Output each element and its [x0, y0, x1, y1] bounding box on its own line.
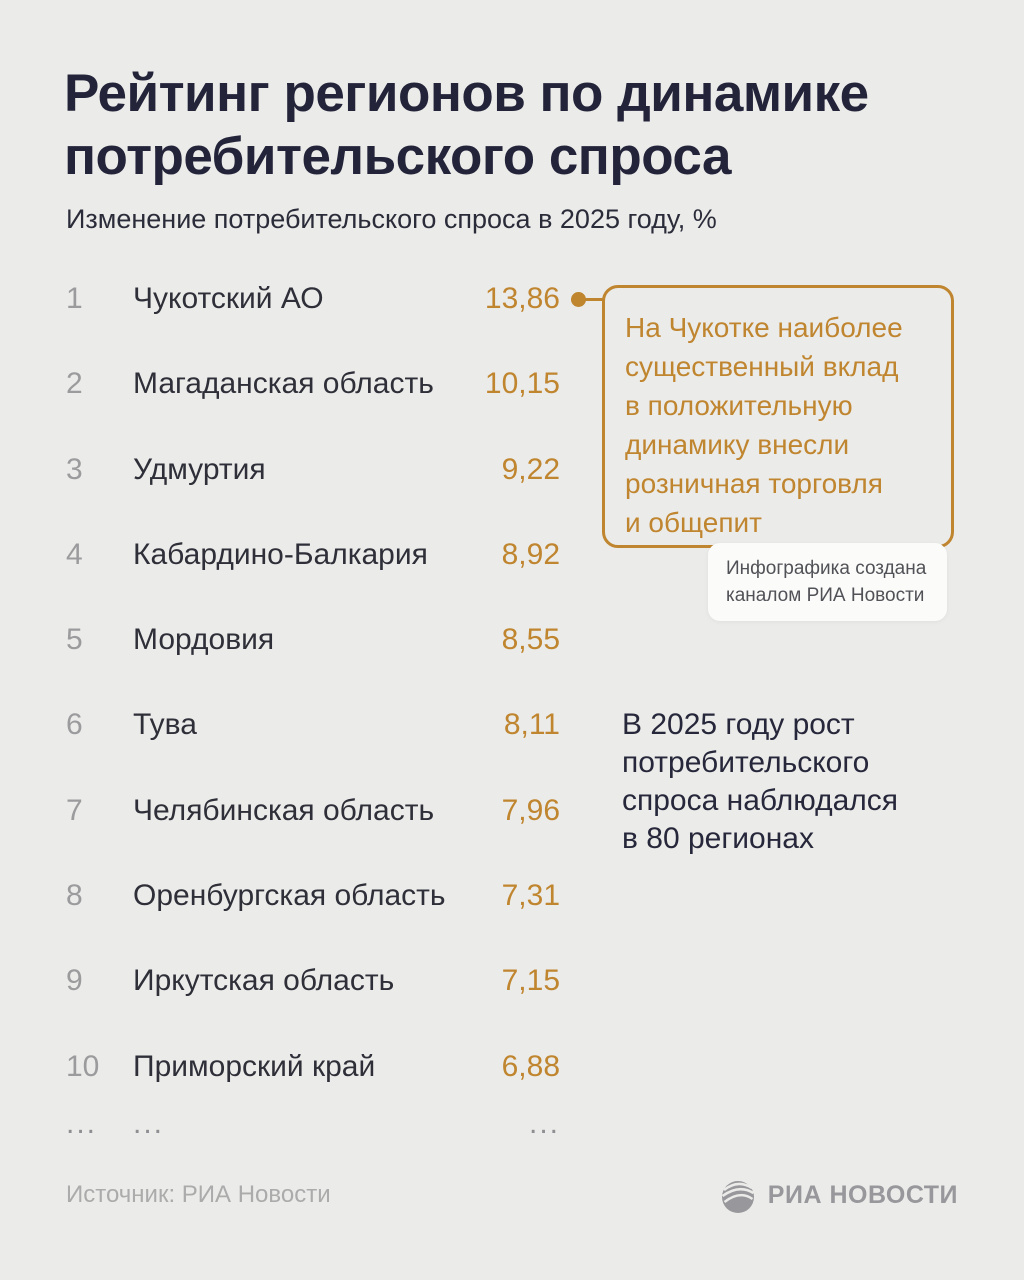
- table-row: 4 Кабардино-Балкария 8,92: [66, 537, 560, 624]
- side-note: В 2025 году рост потребительского спроса…: [622, 706, 962, 858]
- table-row: 7 Челябинская область 7,96: [66, 793, 560, 880]
- globe-icon: [721, 1181, 754, 1213]
- rank-cell: 1: [66, 282, 83, 315]
- ranking-table: 1 Чукотский АО 13,86 2 Магаданская область 10…: [66, 283, 560, 1140]
- page-title: Рейтинг регионов по динамике потребитель…: [64, 64, 869, 186]
- table-row: 9 Иркутская область 7,15: [66, 965, 560, 1050]
- value-cell: ...: [528, 1106, 560, 1140]
- table-row: 3 Удмуртия 9,22: [66, 452, 560, 539]
- table-row: 2 Магаданская область 10,15: [66, 368, 560, 453]
- value-cell: 13,86: [484, 282, 560, 315]
- value-cell: 8,11: [503, 708, 560, 742]
- logo-text: РИА НОВОСТИ: [767, 1180, 958, 1209]
- value-cell: 7,15: [501, 964, 560, 998]
- table-row: 6 Тува 8,11: [66, 709, 560, 794]
- rank-cell: 4: [66, 537, 83, 571]
- rank-cell: ...: [66, 1106, 98, 1140]
- table-row: 10 Приморский край 6,88: [66, 1049, 560, 1136]
- region-cell: Магаданская область: [133, 367, 434, 401]
- region-cell: ...: [133, 1106, 165, 1140]
- region-cell: Иркутская область: [133, 964, 395, 998]
- rank-cell: 6: [66, 708, 83, 742]
- source-label: Источник: РИА Новости: [66, 1181, 331, 1208]
- value-cell: 7,96: [501, 793, 560, 827]
- table-row-ellipsis: .........: [66, 1106, 560, 1140]
- region-cell: Приморский край: [133, 1049, 376, 1083]
- rank-cell: 7: [66, 793, 83, 827]
- value-cell: 7,31: [501, 879, 560, 913]
- table-row: 1 Чукотский АО 13,86: [66, 283, 560, 368]
- rank-cell: 3: [66, 452, 83, 486]
- side-note-text: В 2025 году рост потребительского спроса…: [622, 708, 899, 855]
- rank-cell: 8: [66, 879, 83, 913]
- infographic-credit-badge: Инфографика создана каналом РИА Новости: [708, 543, 947, 621]
- value-cell: 10,15: [484, 367, 560, 401]
- value-cell: 8,92: [501, 537, 560, 571]
- callout-text: На Чукотке наиболее существенный вклад в…: [625, 312, 903, 538]
- credit-badge-text: Инфографика создана каналом РИА Новости: [726, 558, 927, 606]
- value-cell: 9,22: [501, 452, 560, 486]
- value-cell: 6,88: [501, 1049, 560, 1083]
- rank-cell: 2: [66, 367, 83, 401]
- rank-cell: 10: [66, 1049, 100, 1083]
- ria-novosti-logo: РИА НОВОСТИ: [718, 1174, 958, 1216]
- page-subtitle: Изменение потребительского спроса в 2025…: [66, 204, 717, 234]
- region-cell: Удмуртия: [133, 452, 266, 486]
- region-cell: Оренбургская область: [133, 879, 446, 913]
- rank-cell: 5: [66, 623, 83, 657]
- region-cell: Мордовия: [133, 623, 275, 657]
- region-cell: Челябинская область: [133, 793, 435, 827]
- table-row: 5 Мордовия 8,55: [66, 624, 560, 709]
- callout-chukotka: На Чукотке наиболее существенный вклад в…: [602, 285, 954, 548]
- region-cell: Тува: [133, 708, 197, 742]
- rank-cell: 9: [66, 964, 83, 998]
- value-cell: 8,55: [501, 623, 560, 657]
- region-cell: Чукотский АО: [133, 282, 324, 315]
- callout-connector-line: [582, 298, 604, 301]
- footer: Источник: РИА Новости РИА НОВОСТИ: [66, 1170, 958, 1220]
- callout-connector-dot: [571, 292, 586, 307]
- region-cell: Кабардино-Балкария: [133, 537, 428, 571]
- table-row: 8 Оренбургская область 7,31: [66, 880, 560, 965]
